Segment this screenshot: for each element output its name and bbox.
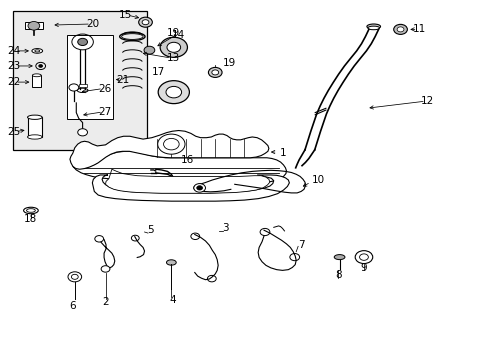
Ellipse shape [27, 135, 42, 139]
Text: 16: 16 [181, 155, 194, 165]
Circle shape [196, 186, 202, 190]
Polygon shape [73, 151, 286, 184]
Text: 21: 21 [117, 75, 130, 85]
Bar [66, 35, 113, 119]
Circle shape [142, 20, 149, 25]
Text: 10: 10 [311, 175, 324, 185]
Bar [32, 75, 41, 87]
Bar [152, 162, 227, 194]
Text: 3: 3 [222, 224, 229, 233]
Text: 20: 20 [86, 19, 99, 29]
Ellipse shape [27, 115, 42, 120]
Text: 15: 15 [119, 10, 132, 20]
Circle shape [208, 67, 222, 77]
Circle shape [139, 17, 152, 27]
Circle shape [158, 81, 189, 104]
Ellipse shape [367, 26, 379, 30]
Polygon shape [70, 131, 268, 169]
Polygon shape [105, 169, 269, 193]
Text: 17: 17 [152, 67, 165, 77]
Circle shape [160, 37, 187, 57]
Circle shape [144, 46, 155, 54]
Circle shape [260, 228, 269, 235]
Text: 9: 9 [360, 263, 366, 273]
Bar [79, 84, 86, 87]
Ellipse shape [366, 24, 380, 29]
Circle shape [207, 275, 216, 282]
Circle shape [211, 70, 218, 75]
Circle shape [165, 86, 181, 98]
Text: 26: 26 [98, 84, 111, 94]
Bar [13, 12, 147, 149]
Text: 24: 24 [7, 46, 20, 56]
Text: 13: 13 [166, 53, 180, 63]
Text: 19: 19 [222, 58, 235, 68]
Circle shape [69, 84, 79, 91]
Ellipse shape [333, 255, 344, 260]
Text: 4: 4 [169, 295, 175, 305]
Bar [27, 117, 42, 137]
Circle shape [78, 129, 87, 136]
Text: 14: 14 [171, 30, 184, 40]
Circle shape [158, 134, 184, 154]
Circle shape [190, 233, 199, 239]
Circle shape [28, 22, 40, 30]
Circle shape [78, 39, 87, 45]
Text: 7: 7 [298, 239, 304, 249]
Circle shape [393, 24, 407, 35]
Text: 8: 8 [334, 270, 341, 280]
Text: 18: 18 [24, 215, 38, 224]
Text: 19: 19 [167, 28, 180, 38]
Text: 25: 25 [7, 127, 20, 136]
Text: 12: 12 [420, 96, 433, 106]
Text: 27: 27 [98, 107, 111, 117]
Text: 11: 11 [412, 24, 425, 35]
Text: 22: 22 [7, 77, 20, 87]
Ellipse shape [32, 49, 42, 53]
Bar [25, 22, 42, 30]
Circle shape [396, 27, 403, 32]
Circle shape [68, 272, 81, 282]
Text: 5: 5 [147, 225, 153, 235]
Ellipse shape [147, 168, 153, 175]
Circle shape [101, 266, 110, 272]
Text: 23: 23 [7, 61, 20, 71]
Text: 2: 2 [102, 297, 109, 307]
Ellipse shape [166, 260, 176, 265]
Circle shape [193, 184, 205, 192]
Bar [175, 181, 187, 188]
Circle shape [131, 235, 139, 241]
Ellipse shape [32, 74, 41, 77]
Text: 6: 6 [69, 301, 76, 311]
Circle shape [39, 64, 42, 67]
Circle shape [95, 235, 103, 242]
Circle shape [289, 253, 299, 261]
Text: 1: 1 [279, 148, 285, 158]
Polygon shape [92, 175, 289, 201]
Circle shape [166, 42, 180, 52]
